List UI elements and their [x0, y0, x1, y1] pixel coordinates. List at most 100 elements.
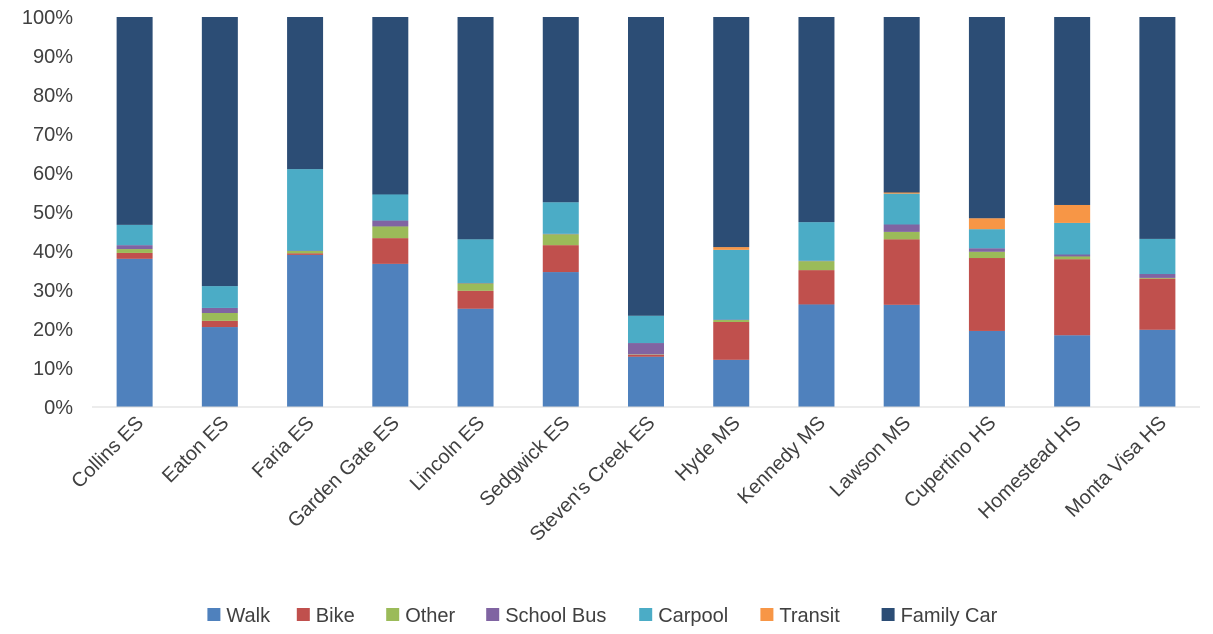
x-category-label: Lawson MS — [826, 412, 915, 501]
legend-swatch — [386, 608, 400, 621]
bar-segment-other — [201, 313, 238, 321]
bar-segment-family-car — [883, 17, 920, 193]
y-tick-label: 20% — [33, 319, 73, 341]
bar-segment-bike — [628, 354, 664, 357]
y-tick-label: 0% — [44, 397, 73, 419]
bar-segment-family-car — [457, 17, 494, 240]
bar-segment-walk — [116, 258, 153, 407]
bars — [116, 17, 1176, 407]
x-category-label: Faria ES — [248, 412, 319, 483]
x-category-label: Collins ES — [67, 412, 148, 493]
legend-swatch — [207, 608, 221, 621]
legend: Walk Bike Other School Bus Carpool Transit Fam… — [207, 605, 998, 627]
bar-segment-bike — [1139, 278, 1176, 330]
legend-label: School Bus — [505, 605, 606, 627]
bar-segment-walk — [883, 304, 920, 407]
bar-segment-family-car — [372, 17, 409, 195]
x-category-label: Hyde MS — [671, 412, 745, 486]
bar-segment-walk — [542, 272, 579, 407]
bar-segment-other — [372, 226, 409, 239]
y-tick-label: 10% — [33, 358, 73, 380]
bar-segment-school-bus — [883, 224, 920, 232]
y-tick-label: 70% — [33, 124, 73, 146]
bar-segment-carpool — [201, 286, 238, 308]
bar-segment-school-bus — [628, 343, 664, 355]
bar-segment-bike — [883, 239, 920, 305]
bar-segment-other — [457, 283, 494, 291]
y-axis: 0% 10% 20% 30% 40% 50% 60% 70% 80% 90% 100% — [22, 7, 73, 419]
bar-segment-family-car — [116, 17, 153, 225]
x-category-label: Lincoln ES — [406, 412, 489, 495]
bar-segment-transit — [1054, 204, 1091, 223]
bar-segment-other — [116, 249, 153, 253]
bar-segment-bike — [372, 238, 409, 264]
bar-segment-bike — [1054, 259, 1091, 336]
bar-segment-walk — [798, 304, 835, 407]
bar-segment-carpool — [1054, 222, 1091, 255]
bar-segment-other — [968, 251, 1005, 259]
bar-segment-walk — [372, 263, 409, 407]
bar-segment-bike — [713, 321, 750, 360]
legend-label: Bike — [316, 605, 355, 627]
bar-segment-family-car — [201, 17, 238, 287]
bar-segment-school-bus — [968, 248, 1005, 252]
bar-segment-walk — [628, 356, 664, 407]
legend-label: Walk — [226, 605, 271, 627]
y-tick-label: 100% — [22, 7, 73, 29]
y-tick-label: 90% — [33, 46, 73, 68]
bar-segment-carpool — [798, 222, 835, 261]
legend-label: Family Car — [901, 605, 998, 627]
bar-segment-carpool — [968, 229, 1005, 249]
bar-segment-transit — [883, 192, 920, 194]
bar-segment-other — [798, 261, 835, 271]
y-tick-label: 60% — [33, 163, 73, 185]
bar-segment-bike — [457, 290, 494, 309]
bar-segment-carpool — [372, 194, 409, 221]
bar-segment-transit — [968, 218, 1005, 230]
bar-segment-carpool — [116, 224, 153, 246]
bar-segment-family-car — [798, 17, 835, 223]
bar-segment-carpool — [1139, 238, 1176, 275]
bar-segment-school-bus — [1054, 254, 1091, 257]
bar-segment-other — [883, 231, 920, 240]
bar-segment-family-car — [1139, 17, 1176, 239]
bar-segment-walk — [287, 254, 324, 407]
bar-segment-family-car — [713, 17, 750, 248]
legend-label: Transit — [779, 605, 840, 627]
legend-swatch — [881, 608, 895, 621]
legend-swatch — [639, 608, 653, 621]
bar-segment-family-car — [287, 17, 324, 170]
bar-segment-bike — [968, 258, 1005, 331]
bar-segment-bike — [116, 252, 153, 259]
bar-segment-bike — [798, 270, 835, 305]
bar-segment-bike — [201, 320, 238, 328]
bar-segment-school-bus — [372, 220, 409, 227]
y-tick-label: 40% — [33, 241, 73, 263]
bar-segment-carpool — [457, 239, 494, 283]
legend-label: Other — [405, 605, 455, 627]
x-category-label: Kennedy MS — [733, 412, 830, 509]
y-tick-label: 50% — [33, 202, 73, 224]
bar-segment-walk — [1054, 335, 1091, 407]
bar-segment-walk — [1139, 329, 1176, 407]
bar-segment-family-car — [1054, 17, 1091, 205]
bar-segment-other — [713, 320, 750, 322]
legend-swatch — [486, 608, 500, 621]
bar-segment-other — [542, 234, 579, 246]
y-tick-label: 30% — [33, 280, 73, 302]
bar-segment-family-car — [542, 17, 579, 203]
bar-segment-carpool — [287, 169, 324, 251]
bar-segment-school-bus — [201, 307, 238, 314]
bar-segment-bike — [542, 245, 579, 273]
y-tick-label: 80% — [33, 85, 73, 107]
bar-segment-carpool — [883, 193, 920, 225]
bar-segment-walk — [968, 330, 1005, 407]
legend-swatch — [296, 608, 310, 621]
bar-segment-carpool — [542, 202, 579, 234]
bar-segment-family-car — [628, 17, 664, 316]
bar-segment-walk — [201, 327, 238, 407]
bar-segment-school-bus — [116, 245, 153, 250]
legend-label: Carpool — [658, 605, 728, 627]
